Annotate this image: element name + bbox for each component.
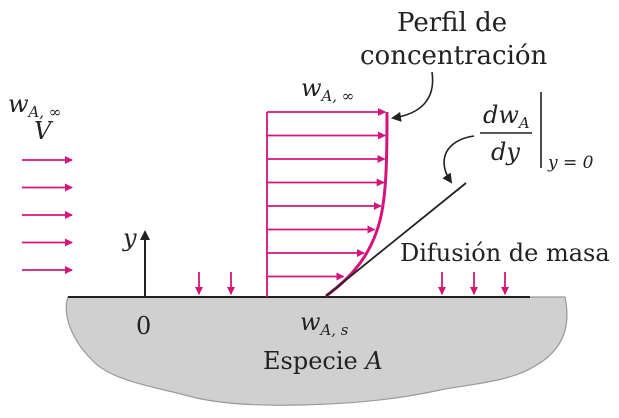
free-stream-velocity-label: V <box>34 117 52 145</box>
profile-top-concentration-label: wA, ∞ <box>301 74 355 106</box>
surface-concentration-label: wA, s <box>300 308 349 340</box>
mass-diffusion-arrows <box>195 272 509 295</box>
gradient-label-pointer <box>442 135 475 184</box>
profile-title-line2: concentración <box>360 41 548 71</box>
concentration-profile-curve <box>325 111 389 298</box>
mass-diffusion-label: Difusión de masa <box>400 239 610 267</box>
gradient-denominator: dy <box>491 138 520 166</box>
tangent-line <box>325 182 467 297</box>
profile-arrows <box>267 108 386 281</box>
y-axis-label: y <box>123 224 137 252</box>
species-label: Especie A <box>263 347 383 375</box>
species-surface-region <box>65 296 568 406</box>
gradient-evaluation-point: y = 0 <box>548 153 594 173</box>
profile-label-pointer <box>391 71 434 122</box>
free-stream-concentration-label: wA, ∞ <box>8 90 62 122</box>
profile-title-line1: Perfil de <box>397 8 508 38</box>
origin-label: 0 <box>136 312 152 340</box>
gradient-numerator: dwA <box>483 101 530 133</box>
free-stream-arrows <box>22 156 73 274</box>
